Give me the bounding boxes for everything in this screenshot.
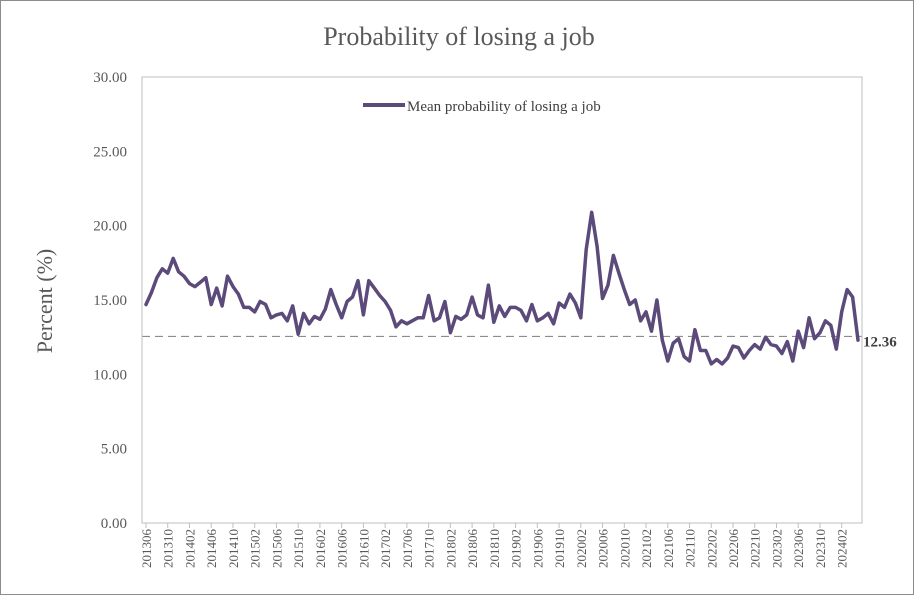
x-tick-label: 201306 (139, 529, 154, 569)
x-tick-label: 202210 (748, 529, 763, 568)
y-tick-label: 5.00 (101, 442, 127, 458)
y-tick-label: 30.00 (93, 70, 127, 86)
y-tick-label: 0.00 (101, 516, 127, 532)
x-tick-label: 201710 (422, 529, 437, 568)
x-tick-label: 202202 (704, 529, 719, 568)
chart-title: Probability of losing a job (323, 22, 595, 51)
x-axis: 201306 201310 201402 201406 201410 201502 2015… (139, 523, 850, 568)
y-axis-label: Percent (%) (32, 249, 57, 353)
x-tick-label: 201610 (356, 529, 371, 568)
x-tick-label: 202006 (596, 529, 611, 569)
x-tick-label: 201902 (509, 529, 524, 568)
x-tick-label: 201602 (313, 529, 328, 568)
x-tick-label: 201910 (552, 529, 567, 568)
x-tick-label: 201410 (226, 529, 241, 568)
x-tick-label: 201402 (182, 529, 197, 568)
x-tick-label: 201810 (487, 529, 502, 568)
x-tick-label: 201702 (378, 529, 393, 568)
series-line-mean-probability (144, 210, 860, 366)
x-tick-label: 202010 (617, 529, 632, 568)
x-tick-label: 202102 (639, 529, 654, 568)
legend-label: Mean probability of losing a job (407, 99, 601, 115)
x-tick-label: 201706 (400, 529, 415, 569)
x-tick-label: 202206 (726, 529, 741, 569)
y-tick-label: 15.00 (93, 293, 127, 309)
x-tick-label: 201406 (204, 529, 219, 569)
x-tick-label: 202306 (791, 529, 806, 569)
x-tick-label: 201606 (335, 529, 350, 569)
series-layer (144, 210, 860, 366)
x-tick-label: 202106 (661, 529, 676, 569)
x-tick-label: 201802 (443, 529, 458, 568)
y-axis: 0.00 5.00 10.00 15.00 20.00 25.00 30.00 (93, 70, 127, 532)
x-tick-label: 202302 (769, 529, 784, 568)
x-tick-label: 201510 (291, 529, 306, 568)
x-tick-label: 201502 (248, 529, 263, 568)
y-tick-label: 20.00 (93, 219, 127, 235)
y-tick-label: 10.00 (93, 367, 127, 383)
legend: Mean probability of losing a job (363, 99, 601, 115)
x-tick-label: 202110 (683, 529, 698, 568)
reference-value-label: 12.36 (863, 334, 897, 350)
x-tick-label: 202402 (835, 529, 850, 568)
x-tick-label: 201806 (465, 529, 480, 569)
reference-layer: 12.36 (142, 334, 897, 350)
x-tick-label: 202310 (813, 529, 828, 568)
x-tick-label: 201906 (530, 529, 545, 569)
plot-area (141, 76, 863, 524)
x-tick-label: 202002 (574, 529, 589, 568)
y-tick-label: 25.00 (93, 144, 127, 160)
x-tick-label: 201506 (269, 529, 284, 569)
x-tick-label: 201310 (161, 529, 176, 568)
